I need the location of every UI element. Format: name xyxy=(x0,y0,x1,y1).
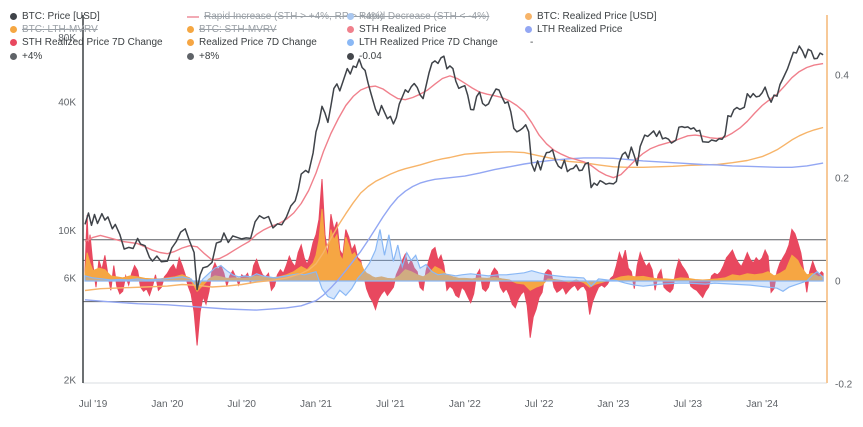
left-axis-tick-label: 2K xyxy=(64,376,77,387)
lth-realized-price-line xyxy=(84,157,824,311)
legend-marker-dot xyxy=(187,52,194,60)
legend-marker-dot xyxy=(347,26,354,33)
chart-legend: BTC: Price [USD] Rapid Increase (STH > +4… xyxy=(0,0,863,66)
legend-label: BTC: Price [USD] xyxy=(22,11,100,22)
legend-label: Rapid Decrease (STH < -4%) xyxy=(359,11,490,22)
legend-item-btc-price-usd[interactable]: BTC: Price [USD] xyxy=(10,10,100,23)
legend-marker-dot xyxy=(347,13,354,20)
left-axis-tick-label: 80K xyxy=(58,33,76,44)
x-axis-tick-label: Jul '20 xyxy=(227,399,256,410)
legend-marker-dot xyxy=(10,39,17,46)
legend-label: BTC: STH-MVRV xyxy=(199,24,277,35)
right-axis-tick-label: -0.2 xyxy=(835,380,853,391)
legend-label: BTC: LTH-MVRV xyxy=(22,24,98,35)
legend-marker-line xyxy=(187,15,199,18)
x-axis-tick-label: Jan '21 xyxy=(300,399,332,410)
x-axis-tick-label: Jan '24 xyxy=(746,399,778,410)
left-axis-tick-label: 10K xyxy=(58,226,76,237)
legend-label: LTH Realized Price xyxy=(537,24,623,35)
legend-item-btc-lth-mvrv[interactable]: BTC: LTH-MVRV xyxy=(10,23,98,36)
legend-item-btc-sth-mvrv[interactable]: BTC: STH-MVRV xyxy=(187,23,277,36)
legend-item-[interactable]: - xyxy=(525,36,533,49)
right-axis-tick-label: 0.4 xyxy=(835,71,849,82)
legend-marker-dot xyxy=(10,13,17,20)
legend-marker-dot xyxy=(525,13,532,20)
left-axis-tick-label: 40K xyxy=(58,98,76,109)
right-axis-tick-label: 0 xyxy=(835,277,841,288)
legend-label: - xyxy=(530,37,534,48)
realized-price-7d-change-area xyxy=(84,208,824,293)
legend-marker-dot xyxy=(10,52,17,60)
legend-label: STH Realized Price xyxy=(359,24,447,35)
legend-marker-dot xyxy=(525,26,532,33)
x-axis-tick-label: Jul '19 xyxy=(79,399,108,410)
legend-item-8[interactable]: +8% xyxy=(187,50,219,63)
x-axis-tick-label: Jul '21 xyxy=(376,399,405,410)
sth-realized-price-line xyxy=(84,62,824,261)
x-axis-tick-label: Jul '23 xyxy=(674,399,703,410)
legend-marker-dot xyxy=(10,26,17,33)
right-axis-tick-label: 0.2 xyxy=(835,174,849,185)
legend-item-sth-realized-price[interactable]: STH Realized Price xyxy=(347,23,446,36)
x-axis-tick-label: Jul '22 xyxy=(525,399,554,410)
legend-label: LTH Realized Price 7D Change xyxy=(359,37,498,48)
legend-label: +4% xyxy=(22,50,43,62)
legend-marker-dot xyxy=(347,39,354,46)
lth-realized-price-7d-change-area xyxy=(84,229,824,300)
legend-label: Realized Price 7D Change xyxy=(199,37,317,48)
x-axis-tick-label: Jan '20 xyxy=(151,399,183,410)
legend-item-btc-realized-price-usd[interactable]: BTC: Realized Price [USD] xyxy=(525,10,656,23)
legend-item-rapid-decrease-sth-4[interactable]: Rapid Decrease (STH < -4%) xyxy=(347,10,489,23)
legend-item-lth-realized-price[interactable]: LTH Realized Price xyxy=(525,23,622,36)
legend-item-4[interactable]: +4% xyxy=(10,50,42,63)
sth-realized-price-7d-change-area xyxy=(84,178,824,346)
legend-item-sth-realized-price-7d-change[interactable]: STH Realized Price 7D Change xyxy=(10,36,163,49)
btc-realized-price-usd-line xyxy=(84,126,824,292)
x-axis-tick-label: Jan '22 xyxy=(449,399,481,410)
legend-item-lth-realized-price-7d-change[interactable]: LTH Realized Price 7D Change xyxy=(347,36,498,49)
legend-marker-dot xyxy=(187,39,194,46)
legend-marker-dot xyxy=(347,52,354,60)
legend-label: +8% xyxy=(199,50,220,62)
legend-item-realized-price-7d-change[interactable]: Realized Price 7D Change xyxy=(187,36,317,49)
left-axis-tick-label: 6K xyxy=(64,274,77,285)
legend-label: BTC: Realized Price [USD] xyxy=(537,11,657,22)
x-axis-tick-label: Jan '23 xyxy=(597,399,629,410)
legend-item-rapid-increase-sth-4-rp-4[interactable]: Rapid Increase (STH > +4%, RP > +4%) xyxy=(187,10,383,23)
legend-label: STH Realized Price 7D Change xyxy=(22,37,163,48)
legend-label: Rapid Increase (STH > +4%, RP > +4%) xyxy=(204,11,384,22)
btc-price-usd-line xyxy=(84,45,824,291)
legend-marker-dot xyxy=(187,26,194,33)
legend-label: -0.04 xyxy=(359,50,382,62)
legend-item-0-04[interactable]: -0.04 xyxy=(347,50,382,63)
